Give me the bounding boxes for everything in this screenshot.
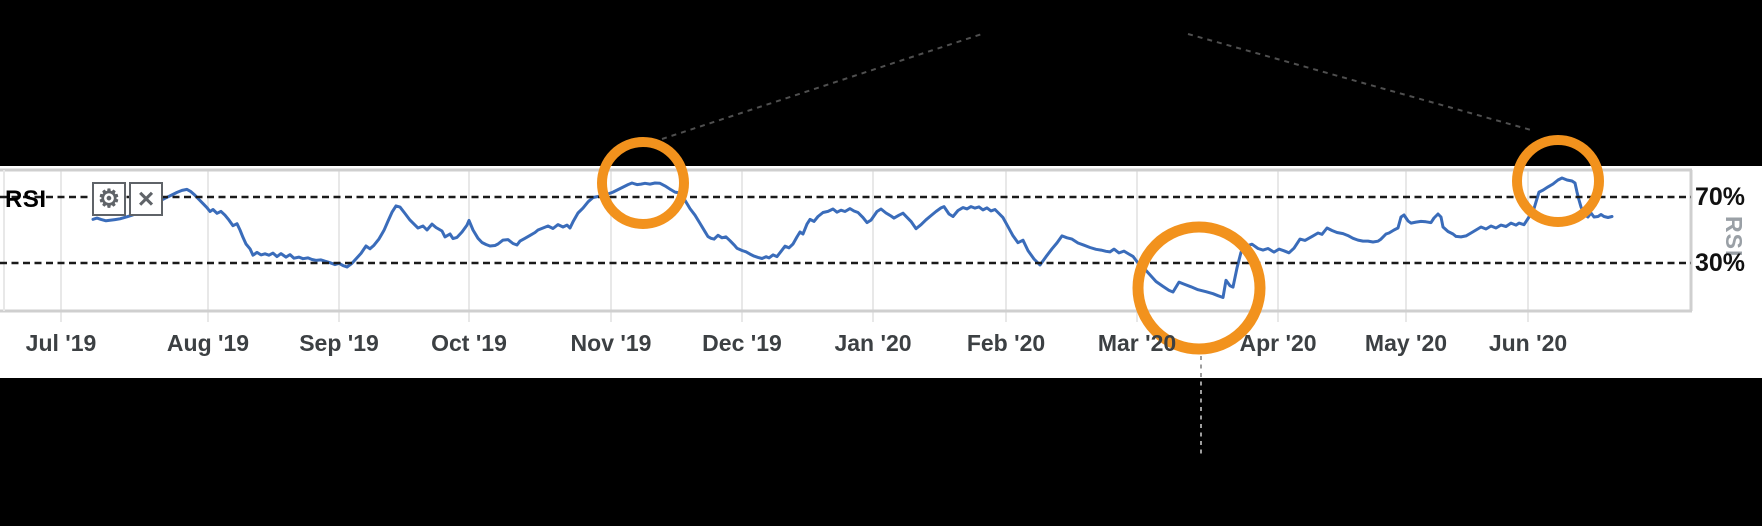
x-axis-label: Apr '20: [1239, 330, 1317, 356]
x-axis-label: Jul '19: [25, 330, 97, 356]
x-axis-label: Feb '20: [966, 330, 1046, 356]
y-axis-label-70: 70%: [1695, 183, 1746, 211]
x-axis-label: May '20: [1364, 330, 1448, 356]
x-axis-label: Nov '19: [570, 330, 652, 356]
bottom-black-band: [0, 378, 1762, 526]
rsi-pane-label: RSI: [5, 186, 47, 213]
close-icon: ×: [137, 183, 155, 214]
leader-nov-circle-leader-line: [661, 32, 986, 140]
indicator-close-button[interactable]: ×: [129, 182, 163, 216]
x-axis-label: Mar '20: [1097, 330, 1177, 356]
x-axis-label: Dec '19: [702, 330, 782, 356]
y-axis-label-30: 30%: [1695, 249, 1746, 277]
x-axis-label: Oct '19: [431, 330, 507, 356]
overbought-nov-2019-annotation-circle: [597, 137, 689, 229]
gear-icon: ⚙: [97, 185, 121, 213]
x-axis-label: Jan '20: [834, 330, 912, 356]
indicator-settings-button[interactable]: ⚙: [92, 182, 126, 216]
oversold-mar-2020-annotation-circle: [1132, 221, 1266, 355]
x-axis-label: Aug '19: [166, 330, 250, 356]
top-black-band: [0, 0, 1762, 166]
leader-jun-circle-leader-line: [1187, 33, 1532, 131]
x-axis-label: Sep '19: [299, 330, 379, 356]
x-axis-label: Jun '20: [1488, 330, 1568, 356]
overbought-jun-2020-annotation-circle: [1512, 135, 1604, 227]
